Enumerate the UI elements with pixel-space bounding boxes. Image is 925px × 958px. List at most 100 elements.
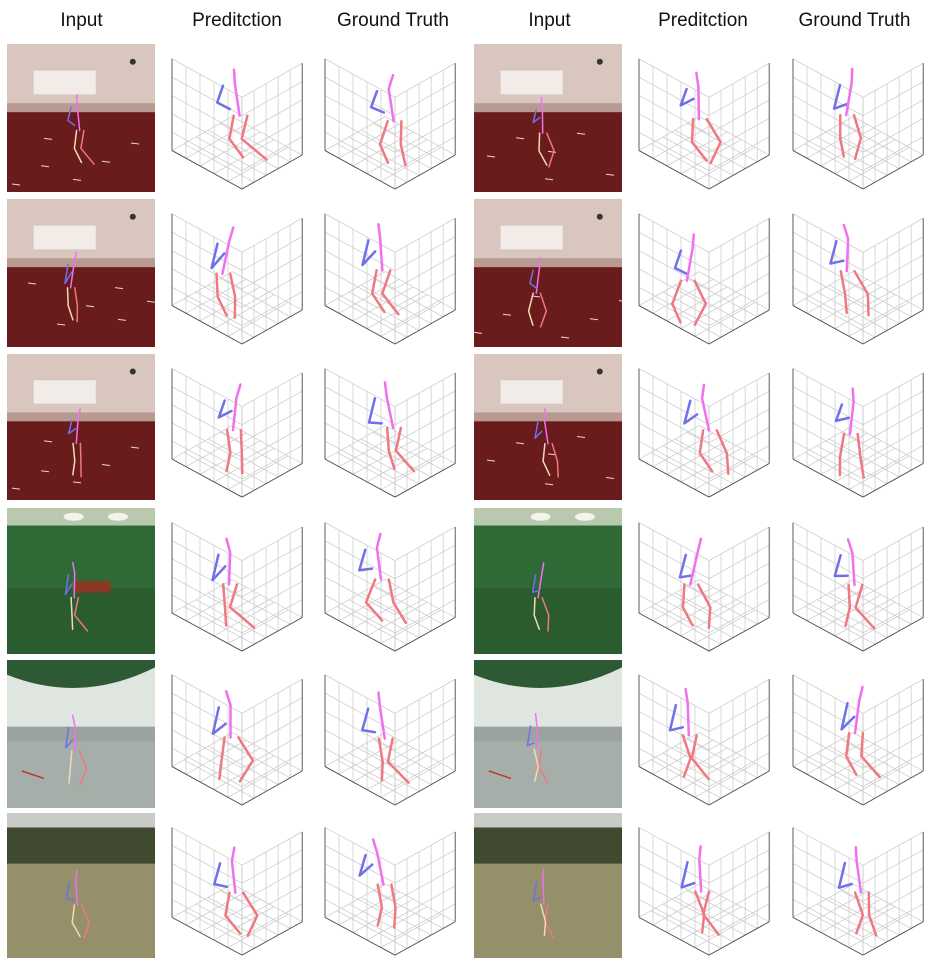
column-header-input-right: Input	[528, 10, 571, 31]
overlay-right-leg	[79, 442, 82, 478]
skeleton-arm	[673, 249, 689, 276]
skeleton-spine	[700, 383, 711, 432]
overlay-left-leg	[540, 903, 547, 937]
skeleton-right-leg	[860, 731, 881, 779]
overlay-spine	[74, 869, 79, 906]
skeleton-arm	[367, 397, 383, 425]
skeleton-arm	[217, 399, 233, 419]
prediction-plot	[632, 508, 772, 654]
axes-3d-grid	[171, 368, 303, 498]
prediction-plot	[632, 44, 772, 192]
overlay-right-leg	[78, 750, 88, 786]
skeleton-right-leg	[381, 269, 400, 316]
skeleton-arm	[834, 403, 850, 423]
skeleton-spine	[689, 537, 703, 586]
axes-3d-grid	[324, 213, 456, 345]
skeleton-left-leg	[385, 426, 396, 471]
skeleton-left-leg	[228, 114, 245, 159]
skeleton-arm	[829, 239, 845, 265]
skeleton-left-leg	[377, 737, 384, 782]
input-photo	[7, 44, 155, 192]
overlay-right-leg	[80, 129, 95, 165]
column-header-input-left: Input	[60, 10, 103, 31]
axes-3d-grid	[324, 368, 456, 498]
axes-3d-grid	[324, 674, 456, 806]
skeleton-spine	[225, 537, 232, 586]
skeleton-left-leg	[839, 269, 848, 315]
overlay-left-arm	[64, 727, 74, 749]
overlay-left-arm	[64, 574, 73, 596]
skeleton-right-leg	[856, 432, 865, 479]
prediction-plot	[632, 199, 772, 347]
ground-truth-plot	[318, 813, 458, 958]
skeleton-right-leg	[701, 890, 720, 936]
ground-truth-plot	[786, 660, 925, 808]
ground-truth-plot	[786, 354, 925, 500]
skeleton-arm	[680, 860, 696, 889]
skeleton-left-leg	[671, 279, 683, 324]
axes-3d-grid	[324, 827, 456, 956]
prediction-plot	[165, 199, 305, 347]
overlay-left-leg	[72, 442, 76, 476]
overlay-left-arm	[529, 269, 538, 289]
axes-3d-grid	[171, 827, 303, 956]
input-photo	[7, 354, 155, 500]
axes-3d-grid	[171, 213, 303, 345]
skeleton-left-leg	[681, 734, 692, 779]
prediction-plot	[632, 813, 772, 958]
input-photo	[474, 199, 622, 347]
skeleton-left-leg	[844, 583, 852, 628]
skeleton-spine	[371, 838, 385, 886]
axes-3d-grid	[171, 522, 303, 652]
overlay-left-arm	[67, 106, 76, 127]
overlay-spine	[535, 256, 541, 294]
prediction-plot	[165, 44, 305, 192]
input-photo	[474, 44, 622, 192]
overlay-right-leg	[74, 287, 79, 323]
axes-3d-grid	[792, 674, 924, 806]
skeleton-spine	[844, 67, 854, 117]
skeleton-spine	[842, 223, 850, 273]
input-photo	[7, 813, 155, 958]
skeleton-arm	[361, 707, 377, 734]
overlay-right-leg	[551, 442, 559, 478]
skeleton-right-leg	[228, 272, 237, 319]
skeleton-left-leg	[838, 113, 846, 158]
skeleton-arm	[211, 553, 227, 582]
input-photo	[474, 354, 622, 500]
skeleton-right-leg	[715, 429, 730, 475]
overlay-left-arm	[67, 419, 77, 435]
skeleton-arm	[213, 862, 229, 889]
ground-truth-plot	[318, 44, 458, 192]
overlay-left-leg	[527, 292, 534, 326]
skeleton-right-leg	[854, 583, 876, 630]
axes-3d-grid	[638, 674, 770, 806]
overlay-spine	[75, 407, 81, 445]
axes-3d-grid	[324, 522, 456, 652]
skeleton-right-leg	[386, 737, 410, 784]
overlay-spine	[71, 714, 76, 752]
skeleton-right-leg	[690, 734, 710, 781]
axes-3d-grid	[324, 58, 456, 190]
input-photo	[474, 660, 622, 808]
overlay-spine	[537, 561, 545, 599]
skeleton-right-leg	[399, 119, 407, 167]
column-header-prediction-right: Preditction	[658, 10, 748, 31]
skeleton-left-leg	[224, 891, 242, 935]
axes-3d-grid	[171, 674, 303, 806]
skeleton-left-leg	[221, 583, 228, 627]
overlay-left-leg	[71, 904, 81, 938]
skeleton-arm	[210, 242, 226, 270]
skeleton-arm	[832, 83, 849, 110]
skeleton-right-leg	[852, 113, 863, 161]
skeleton-left-leg	[376, 883, 384, 927]
prediction-plot	[632, 660, 772, 808]
skeleton-spine	[695, 71, 701, 121]
overlay-left-arm	[526, 725, 535, 747]
skeleton-arm	[668, 703, 685, 732]
overlay-right-leg	[73, 596, 89, 632]
overlay-left-leg	[542, 442, 551, 476]
ground-truth-plot	[786, 44, 925, 192]
skeleton-left-leg	[218, 736, 226, 781]
input-photo	[7, 199, 155, 347]
